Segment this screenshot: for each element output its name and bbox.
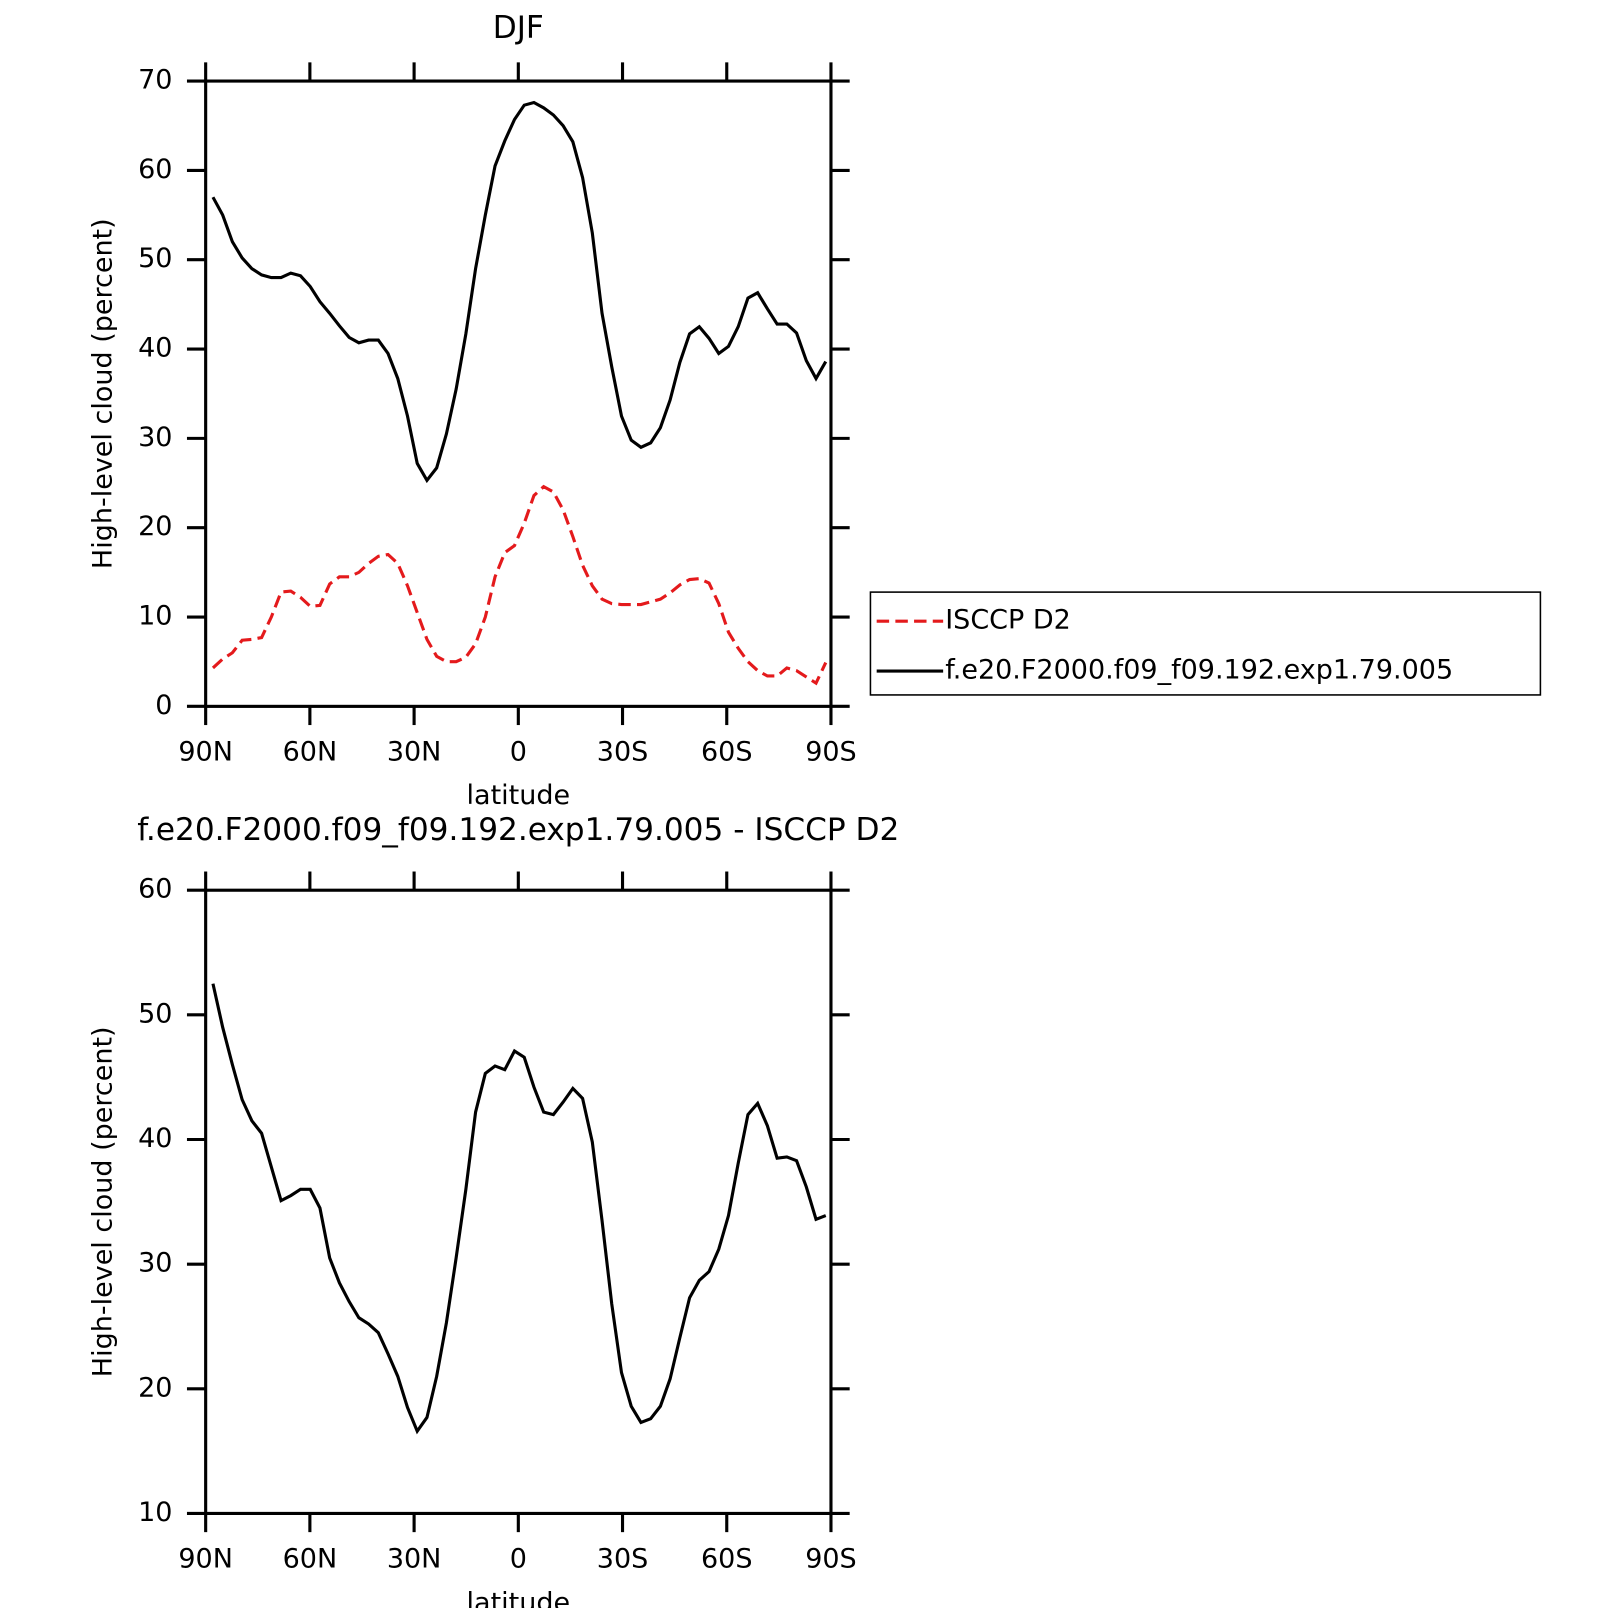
- y-tick-label: 50: [138, 998, 172, 1029]
- series-line: [211, 100, 828, 484]
- plot-frame: [204, 888, 833, 1515]
- y-tick-label: 70: [138, 65, 172, 96]
- y-tick-label: 60: [138, 154, 172, 185]
- chart-title: f.e20.F2000.f09_f09.192.exp1.79.005 - IS…: [137, 812, 899, 848]
- x-tick-label: 60N: [283, 1544, 338, 1575]
- legend-label: ISCCP D2: [945, 605, 1071, 636]
- x-axis-label: latitude: [467, 780, 571, 811]
- y-tick-label: 0: [155, 690, 172, 721]
- x-axis-label: latitude: [467, 1587, 571, 1608]
- y-tick-label: 40: [138, 1123, 172, 1154]
- y-tick-label: 10: [138, 601, 172, 632]
- y-axis-label: High-level cloud (percent): [87, 1026, 118, 1377]
- x-tick-label: 90S: [805, 1544, 857, 1575]
- x-tick-label: 90S: [805, 737, 857, 768]
- y-tick-label: 30: [138, 422, 172, 453]
- legend-box: [869, 591, 1542, 696]
- y-tick-label: 30: [138, 1248, 172, 1279]
- x-tick-label: 60S: [701, 1544, 753, 1575]
- x-tick-label: 60S: [701, 737, 753, 768]
- x-tick-label: 30S: [597, 1544, 649, 1575]
- y-tick-label: 20: [138, 511, 172, 542]
- series-line: [211, 983, 827, 1435]
- y-tick-label: 20: [138, 1372, 172, 1403]
- y-axis-label: High-level cloud (percent): [87, 218, 118, 569]
- x-tick-label: 30N: [387, 1544, 442, 1575]
- x-tick-label: 0: [510, 737, 527, 768]
- x-tick-label: 60N: [283, 737, 338, 768]
- x-tick-label: 30N: [387, 737, 442, 768]
- y-tick-label: 60: [138, 874, 172, 905]
- series-line: [211, 484, 828, 686]
- legend-label: f.e20.F2000.f09_f09.192.exp1.79.005: [945, 655, 1453, 686]
- plot-frame: [204, 79, 833, 708]
- x-tick-label: 90N: [178, 737, 233, 768]
- x-tick-label: 90N: [178, 1544, 233, 1575]
- x-tick-label: 30S: [597, 737, 649, 768]
- x-tick-label: 0: [510, 1544, 527, 1575]
- y-tick-label: 40: [138, 333, 172, 364]
- y-tick-label: 10: [138, 1497, 172, 1528]
- y-tick-label: 50: [138, 243, 172, 274]
- chart-title: DJF: [493, 10, 544, 46]
